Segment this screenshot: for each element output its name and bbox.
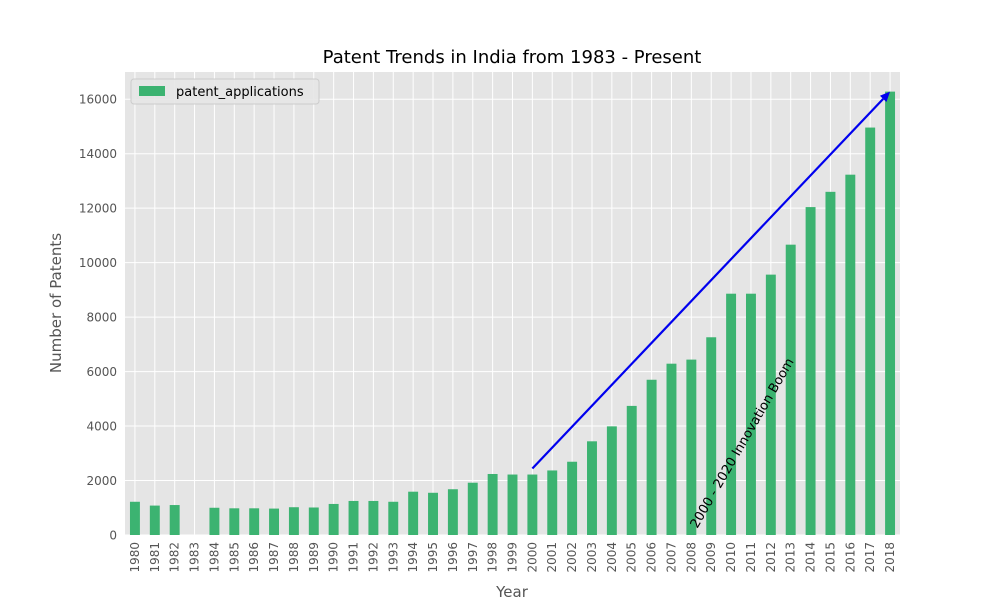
x-tick-label: 1990	[327, 542, 341, 573]
bar-1999	[508, 475, 518, 535]
y-tick-label: 0	[109, 529, 117, 543]
x-tick-label: 1983	[188, 542, 202, 573]
bar-1987	[269, 509, 279, 535]
legend-label: patent_applications	[176, 85, 304, 100]
x-tick-label: 1999	[506, 542, 520, 573]
x-tick-label: 1982	[168, 542, 182, 573]
x-tick-label: 1997	[466, 542, 480, 573]
legend: patent_applications	[131, 79, 319, 104]
y-tick-label: 8000	[86, 311, 117, 325]
y-tick-label: 6000	[86, 365, 117, 379]
bar-2000	[527, 475, 537, 535]
x-tick-label: 1995	[426, 542, 440, 573]
x-tick-label: 1996	[446, 542, 460, 573]
bar-2006	[647, 380, 657, 535]
x-tick-label: 1980	[128, 542, 142, 573]
bar-2013	[786, 245, 796, 535]
bar-1998	[488, 474, 498, 535]
bar-1990	[329, 504, 339, 535]
bar-1997	[468, 483, 478, 535]
x-tick-label: 2005	[625, 542, 639, 573]
x-tick-label: 2000	[525, 542, 539, 573]
x-tick-label: 2011	[744, 542, 758, 573]
x-tick-label: 1989	[307, 542, 321, 573]
x-tick-label: 1987	[267, 542, 281, 573]
y-tick-label: 12000	[79, 202, 117, 216]
x-tick-label: 2001	[545, 542, 559, 573]
x-tick-label: 1985	[227, 542, 241, 573]
x-tick-label: 1993	[386, 542, 400, 573]
x-tick-label: 2009	[704, 542, 718, 573]
y-tick-label: 10000	[79, 256, 117, 270]
y-axis-label: Number of Patents	[47, 233, 65, 373]
bar-2007	[667, 364, 677, 535]
bar-2001	[547, 470, 557, 535]
bar-1994	[408, 492, 418, 535]
y-tick-label: 2000	[86, 474, 117, 488]
bar-2008	[686, 360, 696, 535]
x-tick-label: 2004	[605, 542, 619, 573]
bar-2017	[865, 128, 875, 535]
x-tick-label: 2002	[565, 542, 579, 573]
bar-1981	[150, 506, 160, 535]
x-tick-label: 1991	[347, 542, 361, 573]
x-tick-label: 1994	[406, 542, 420, 573]
legend-swatch	[139, 86, 165, 96]
x-tick-label: 2012	[764, 542, 778, 573]
bar-1992	[368, 501, 378, 535]
x-tick-label: 2008	[684, 542, 698, 573]
x-tick-label: 2018	[883, 542, 897, 573]
x-tick-label: 2017	[863, 542, 877, 573]
x-tick-label: 2015	[823, 542, 837, 573]
y-tick-label: 14000	[79, 147, 117, 161]
bar-1985	[229, 508, 239, 535]
bar-2014	[806, 207, 816, 535]
bar-1995	[428, 493, 438, 535]
x-tick-label: 1984	[207, 542, 221, 573]
x-tick-label: 1988	[287, 542, 301, 573]
x-tick-label: 2013	[784, 542, 798, 573]
bar-1996	[448, 489, 458, 535]
bar-1986	[249, 508, 259, 535]
chart-title: Patent Trends in India from 1983 - Prese…	[323, 47, 702, 68]
bar-2015	[825, 192, 835, 535]
x-tick-labels: 1980 1981 1982 1983 1984 1985 1986 1987 1988 1989…	[128, 542, 897, 573]
bar-2002	[567, 462, 577, 535]
bar-2018	[885, 92, 895, 535]
bar-2003	[587, 441, 597, 535]
bar-2010	[726, 294, 736, 535]
bar-1982	[170, 505, 180, 535]
x-axis-label: Year	[495, 583, 529, 600]
y-tick-label: 16000	[79, 93, 117, 107]
bar-1989	[309, 507, 319, 535]
bar-1993	[388, 502, 398, 535]
bar-2016	[845, 175, 855, 535]
bar-1984	[209, 508, 219, 535]
bar-1980	[130, 502, 140, 535]
x-tick-label: 2016	[843, 542, 857, 573]
x-tick-label: 1992	[366, 542, 380, 573]
bar-1991	[349, 501, 359, 535]
x-tick-label: 2006	[645, 542, 659, 573]
x-tick-label: 1981	[148, 542, 162, 573]
y-tick-labels: 0 2000 4000 6000 8000 10000 12000 14000 16000	[79, 93, 117, 543]
x-tick-label: 1986	[247, 542, 261, 573]
x-tick-label: 2003	[585, 542, 599, 573]
x-tick-label: 1998	[486, 542, 500, 573]
bar-2005	[627, 406, 637, 535]
bar-1988	[289, 507, 299, 535]
x-tick-label: 2010	[724, 542, 738, 573]
x-tick-label: 2014	[804, 542, 818, 573]
x-tick-label: 2007	[664, 542, 678, 573]
y-tick-label: 4000	[86, 420, 117, 434]
bar-2004	[607, 426, 617, 535]
